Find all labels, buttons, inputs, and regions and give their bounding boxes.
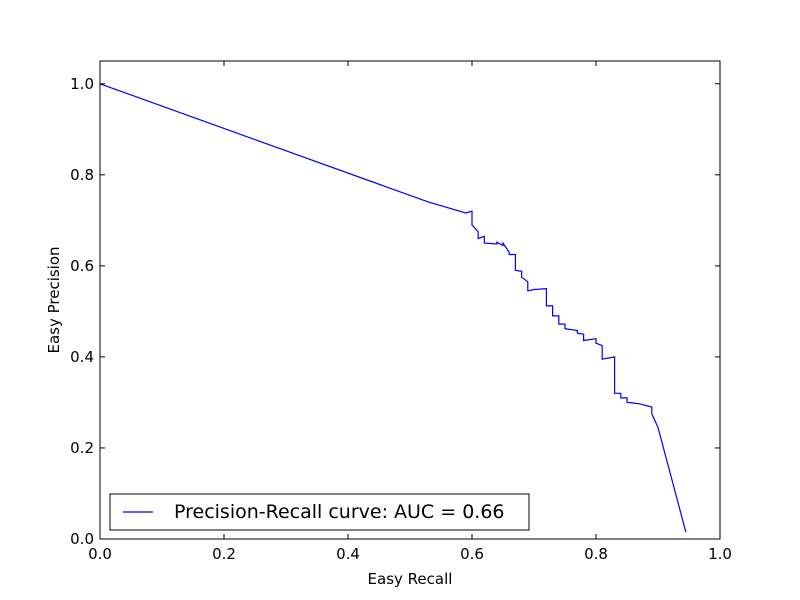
ticks-layer: 0.0 0.2 0.4 0.6 0.8 1.0 0.0 0.2 0.4 0.6 0.8 1.0 (70, 61, 732, 563)
y-tick-label: 0.6 (70, 257, 94, 275)
y-axis-label: Easy Precision (45, 246, 63, 353)
legend: Precision-Recall curve: AUC = 0.66 (109, 493, 530, 531)
x-axis-label: Easy Recall (368, 570, 453, 588)
precision-recall-curve-line (99, 83, 687, 533)
y-tick-label: 1.0 (70, 75, 94, 93)
plot-frame (99, 60, 721, 540)
x-tick-label: 0.4 (336, 545, 360, 563)
legend-label: Precision-Recall curve: AUC = 0.66 (174, 501, 505, 523)
plot-layer (99, 83, 687, 533)
x-tick-label: 0.8 (584, 545, 608, 563)
x-tick-label: 0.0 (88, 545, 112, 563)
y-tick-label: 0.8 (70, 166, 94, 184)
x-tick-label: 0.6 (460, 545, 484, 563)
y-tick-label: 0.0 (70, 530, 94, 548)
legend-box (109, 493, 530, 531)
x-tick-label: 0.2 (212, 545, 236, 563)
x-tick-label: 1.0 (708, 545, 732, 563)
y-tick-label: 0.4 (70, 348, 94, 366)
y-tick-label: 0.2 (70, 439, 94, 457)
